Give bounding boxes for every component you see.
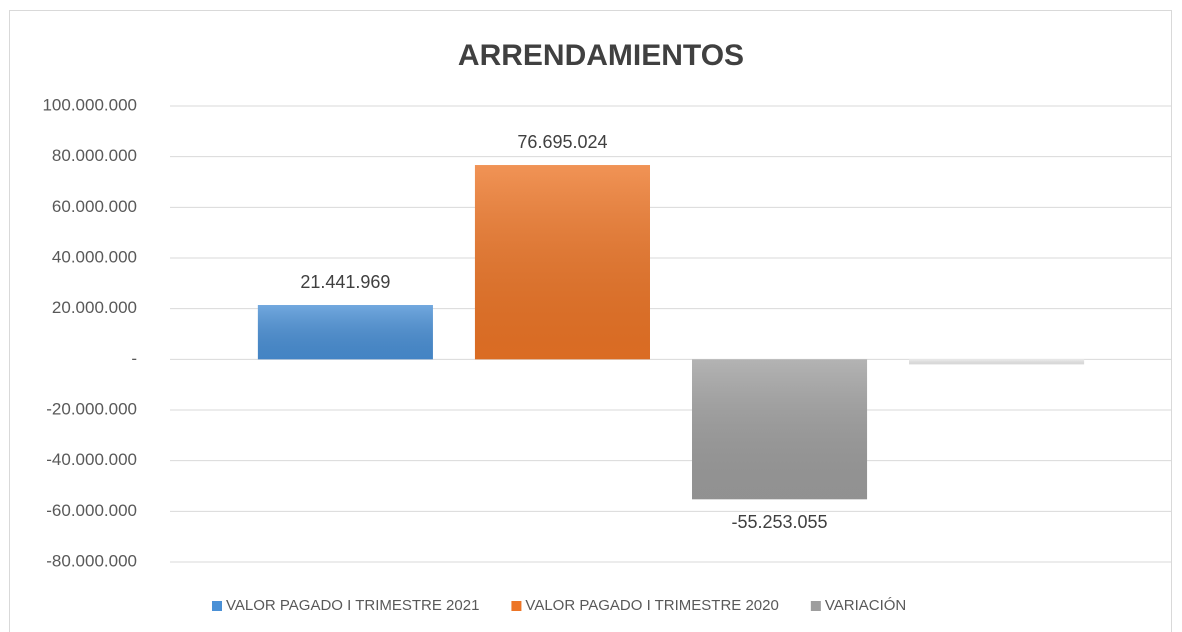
y-tick-label: 40.000.000: [52, 247, 137, 266]
bar-shine: [257, 305, 433, 360]
bar-shine: [474, 165, 650, 360]
y-tick-label: -60.000.000: [46, 501, 137, 520]
legend-swatch: [810, 601, 821, 611]
y-tick-label: 80.000.000: [52, 146, 137, 165]
data-label: 76.695.024: [517, 132, 607, 152]
y-tick-label: -: [131, 349, 137, 368]
legend-label: VALOR PAGADO I TRIMESTRE 2020: [525, 597, 778, 614]
legend-swatch: [511, 601, 522, 611]
data-label: -55.253.055: [731, 512, 827, 532]
chart-title: ARRENDAMIENTOS: [458, 39, 744, 72]
legend-label: VARIACIÓN: [825, 597, 906, 614]
y-tick-label: -20.000.000: [46, 399, 137, 418]
legend-swatch: [212, 601, 222, 611]
y-tick-label: 100.000.000: [42, 95, 137, 114]
data-label: 21.441.969: [300, 272, 390, 292]
y-tick-label: 60.000.000: [52, 197, 137, 216]
legend-label: VALOR PAGADO I TRIMESTRE 2021: [226, 597, 479, 614]
bar-shine: [692, 359, 868, 500]
y-tick-label: -40.000.000: [46, 450, 137, 469]
bar-shine: [909, 359, 1085, 365]
y-tick-label: 20.000.000: [52, 298, 137, 317]
y-tick-label: -80.000.000: [46, 551, 137, 570]
